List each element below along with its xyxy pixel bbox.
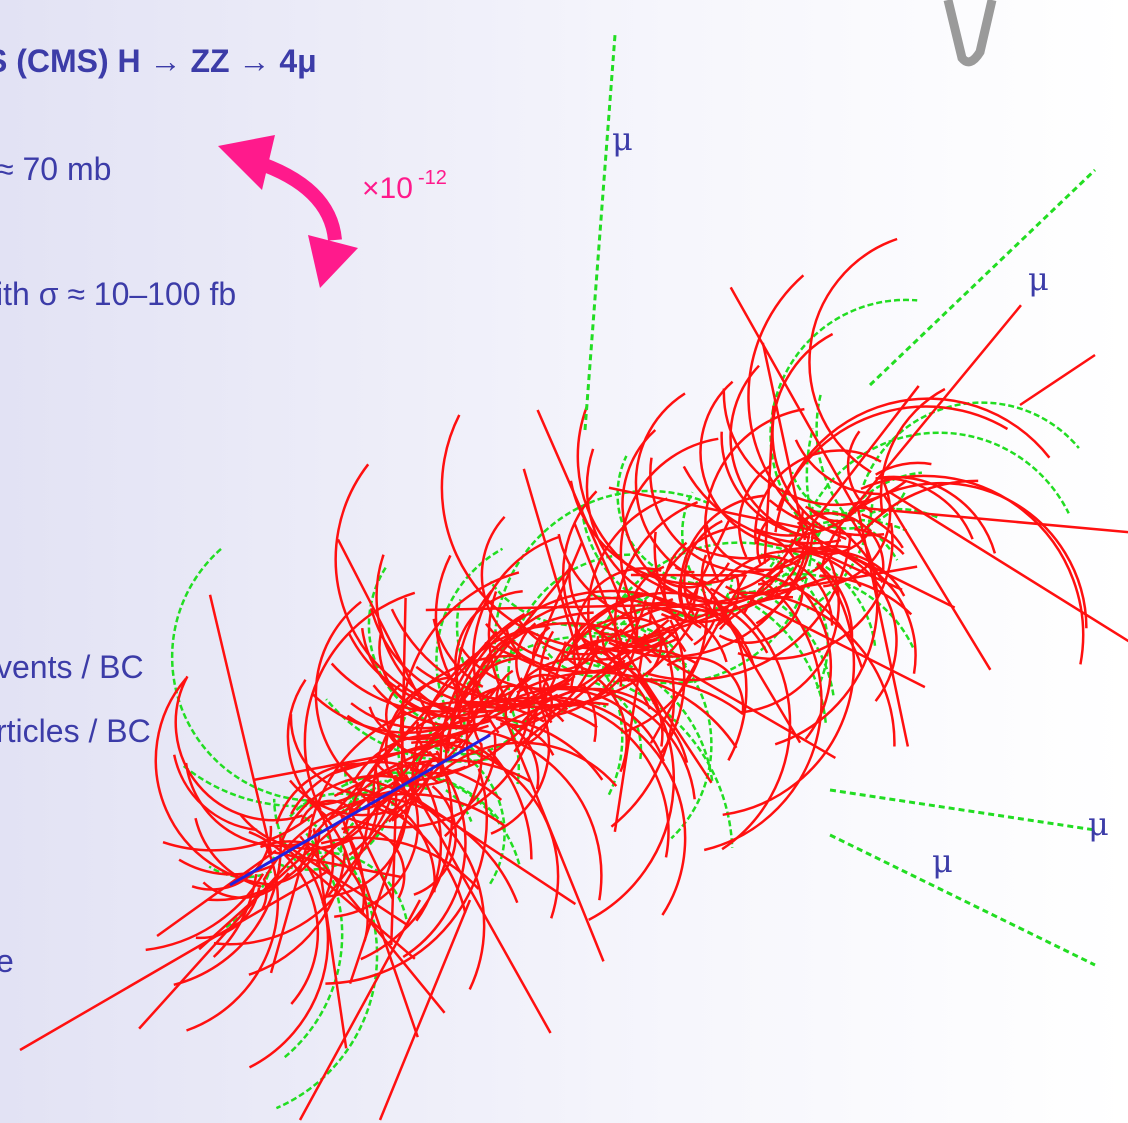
title: S (CMS) H → ZZ → 4μ [0, 43, 317, 79]
text-line: ≈ 70 mb [0, 151, 111, 187]
text-line: e [0, 943, 14, 979]
muon-label: μ [612, 120, 633, 158]
muon-label: μ [1088, 805, 1109, 843]
muon-label: μ [1028, 260, 1049, 298]
slide: S (CMS) H → ZZ → 4μ ≈ 70 mb ith σ ≈ 10–1… [0, 0, 1128, 1123]
factor-exponent: -12 [418, 167, 447, 189]
text-line: vents / BC [0, 649, 144, 685]
text-line: rticles / BC [0, 713, 151, 749]
page: S (CMS) H → ZZ → 4μ ≈ 70 mb ith σ ≈ 10–1… [0, 0, 1128, 1123]
factor-base: ×10 [362, 172, 413, 205]
text-line: ith σ ≈ 10–100 fb [0, 276, 236, 312]
muon-label: μ [932, 842, 953, 880]
